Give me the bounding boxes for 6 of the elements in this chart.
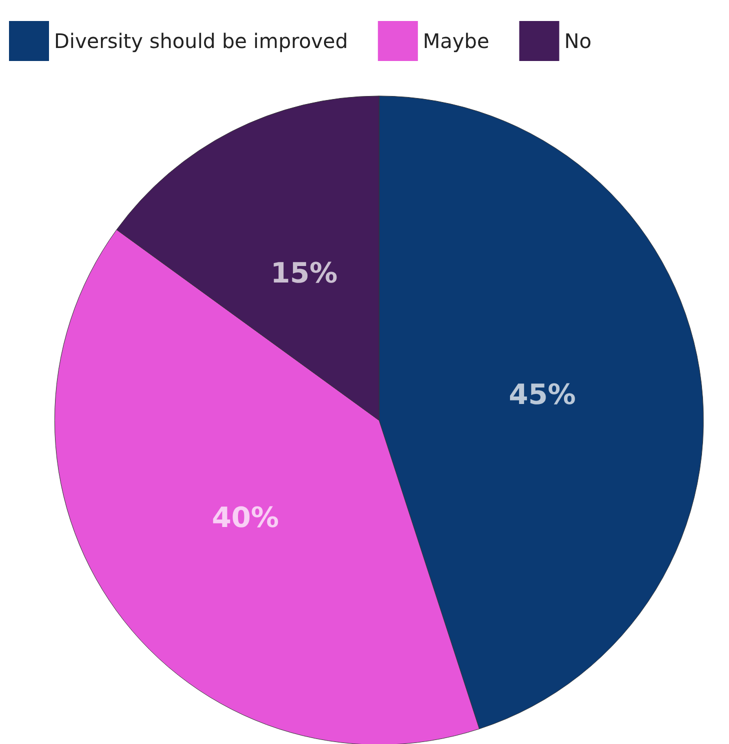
legend-label: Diversity should be improved bbox=[54, 29, 348, 53]
data-label: 15% bbox=[270, 256, 338, 290]
legend-label: Maybe bbox=[422, 29, 490, 53]
data-label: 40% bbox=[212, 500, 279, 534]
data-label: 45% bbox=[508, 378, 576, 412]
legend-label: No bbox=[564, 29, 592, 53]
